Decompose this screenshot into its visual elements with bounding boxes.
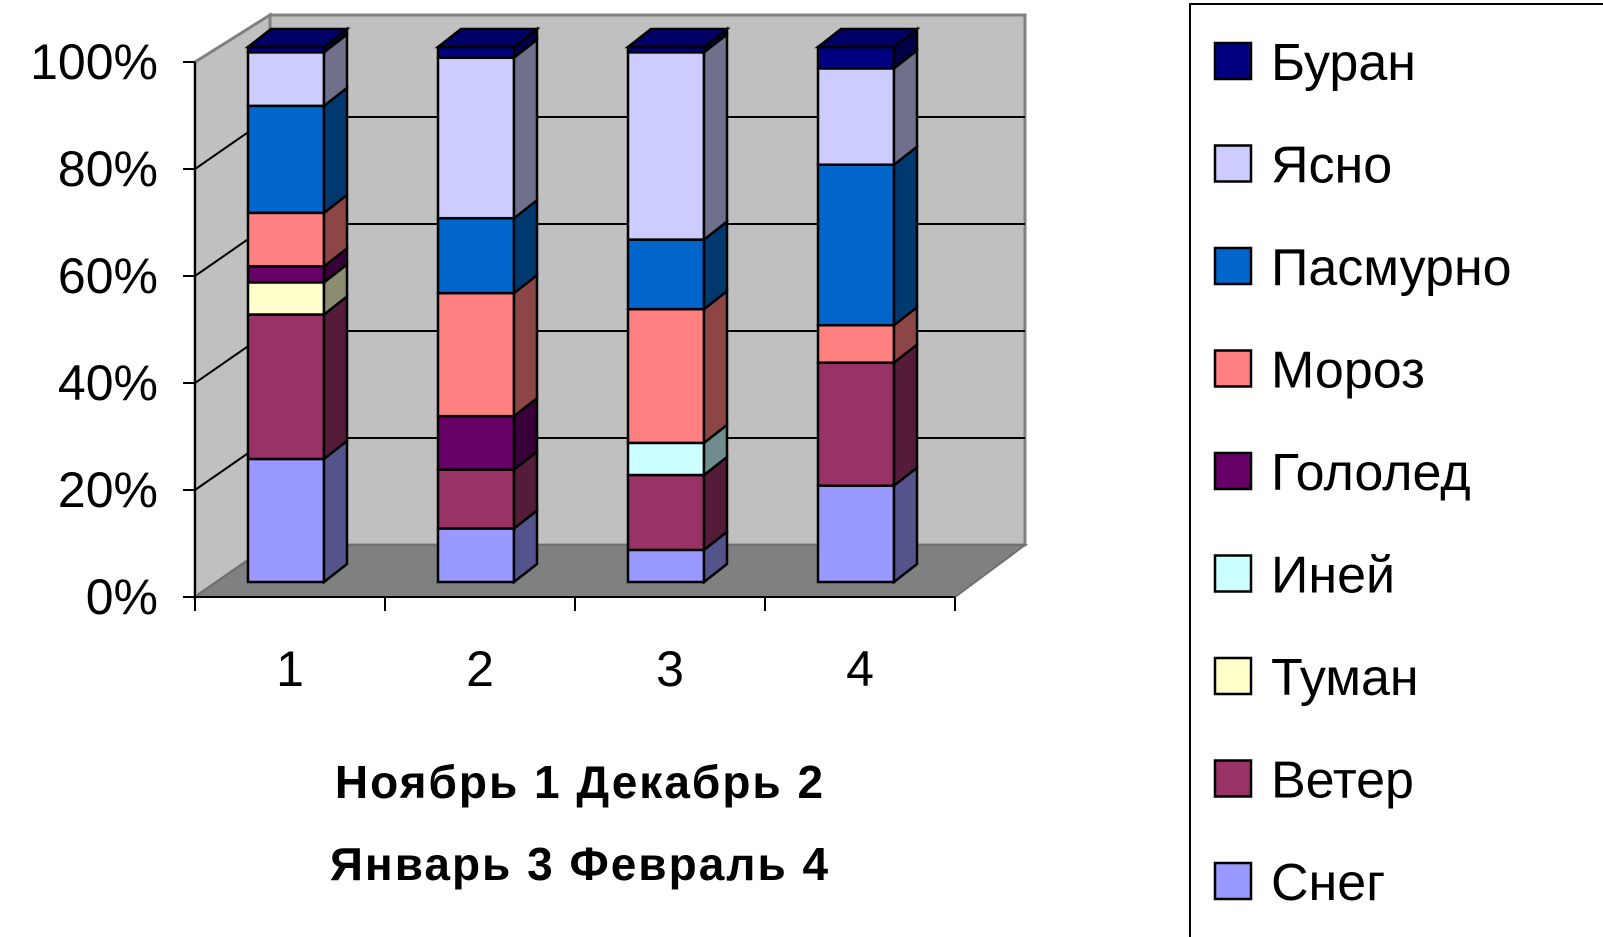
legend-label: Снег [1271, 854, 1385, 912]
bar-segment-Гололед-1 [248, 266, 324, 282]
bar-segment-Ясно-2 [438, 58, 514, 219]
bar-segment-Ясно-1 [248, 52, 324, 106]
bar-stack-2 [438, 29, 537, 582]
bar-segment-Ветер-1 [248, 315, 324, 459]
bar-segment-Пасмурно-4 [818, 165, 894, 326]
bar-segment-Ясно-2-side [514, 40, 537, 219]
bar-segment-Иней-3 [628, 443, 704, 475]
bar-segment-Ветер-3 [628, 475, 704, 550]
bar-segment-Мороз-4 [818, 325, 894, 362]
legend-label: Буран [1271, 34, 1416, 92]
y-tick-label: 80% [58, 141, 158, 197]
bar-segment-Ветер-4-side [894, 345, 917, 486]
bar-segment-Пасмурно-1-side [324, 88, 347, 213]
bar-segment-Снег-2 [438, 529, 514, 583]
y-tick-label: 20% [58, 462, 158, 518]
bar-segment-Мороз-3-side [704, 291, 727, 443]
legend-label: Иней [1271, 547, 1395, 605]
legend-swatch [1215, 658, 1251, 694]
y-axis: 0% 20% 40% 60% 80% 100% [30, 34, 195, 625]
bar-segment-Мороз-3 [628, 309, 704, 443]
legend-swatch [1215, 146, 1251, 182]
y-tick-label: 40% [58, 355, 158, 411]
legend-swatch [1215, 863, 1251, 899]
x-tick-label: 1 [276, 641, 304, 697]
x-axis-title-line-1: Ноябрь 1 Декабрь 2 [335, 756, 825, 808]
x-tick-label: 2 [466, 641, 494, 697]
bar-stack-3 [628, 29, 727, 582]
bar-stack-1 [248, 29, 347, 582]
bar-segment-Пасмурно-3 [628, 240, 704, 310]
bar-segment-Пасмурно-4-side [894, 147, 917, 326]
legend: Буран Ясно Пасмурно Мороз Гололед Иней Туман Ве… [1190, 4, 1603, 937]
legend-swatch [1215, 556, 1251, 592]
bar-segment-Ветер-4 [818, 363, 894, 486]
bar-segment-Мороз-2 [438, 293, 514, 416]
bar-segment-Мороз-2-side [514, 275, 537, 416]
bar-segment-Мороз-1 [248, 213, 324, 267]
legend-swatch [1215, 761, 1251, 797]
bar-segment-Пасмурно-2 [438, 218, 514, 293]
legend-swatch [1215, 248, 1251, 284]
x-tick-label: 4 [846, 641, 874, 697]
bar-segment-Ясно-4-side [894, 50, 917, 164]
bar-segment-Буран-4 [818, 47, 894, 68]
legend-label: Пасмурно [1271, 239, 1512, 297]
bar-segment-Буран-2 [438, 47, 514, 58]
bar-segment-Ветер-1-side [324, 297, 347, 459]
bar-segment-Снег-1 [248, 459, 324, 582]
bar-segment-Снег-4 [818, 486, 894, 582]
bar-segment-Ветер-2 [438, 470, 514, 529]
legend-label: Ясно [1271, 137, 1392, 195]
x-axis-title-line-2: Январь 3 Февраль 4 [330, 838, 830, 890]
x-axis: 1 2 3 4 [195, 597, 955, 697]
bar-segment-Снег-1-side [324, 441, 347, 582]
bar-stack-4 [818, 29, 917, 582]
legend-swatch [1215, 43, 1251, 79]
bar-segment-Пасмурно-1 [248, 106, 324, 213]
legend-swatch [1215, 453, 1251, 489]
legend-swatch [1215, 351, 1251, 387]
bar-segment-Снег-4-side [894, 468, 917, 582]
y-tick-label: 100% [30, 34, 158, 90]
bar-segment-Ясно-4 [818, 68, 894, 164]
legend-label: Мороз [1271, 342, 1425, 400]
bar-segment-Туман-1 [248, 282, 324, 314]
bar-segment-Гололед-2 [438, 416, 514, 470]
legend-label: Ветер [1271, 752, 1414, 810]
bar-segment-Ясно-3 [628, 52, 704, 239]
y-tick-label: 60% [58, 248, 158, 304]
legend-label: Туман [1271, 649, 1419, 707]
bar-segment-Ясно-3-side [704, 34, 727, 239]
y-tick-label: 0% [86, 569, 158, 625]
legend-label: Гололед [1271, 444, 1471, 502]
bar-segment-Снег-3 [628, 550, 704, 582]
x-tick-label: 3 [656, 641, 684, 697]
